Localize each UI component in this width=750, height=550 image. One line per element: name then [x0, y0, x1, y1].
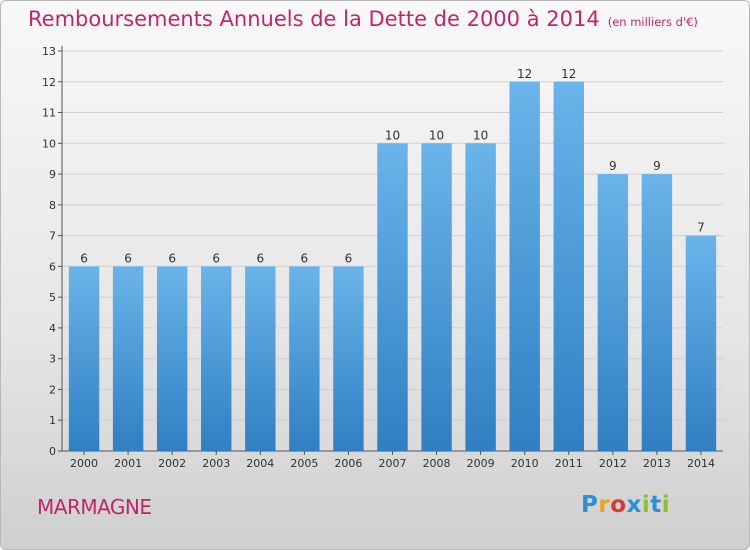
bar-value-label: 12	[517, 67, 532, 81]
x-tick-label: 2002	[158, 457, 186, 470]
y-tick-label: 5	[49, 291, 56, 304]
x-tick-label: 2011	[555, 457, 583, 470]
bar-value-label: 9	[609, 159, 617, 173]
bar-value-label: 10	[473, 128, 488, 142]
bar-value-label: 10	[429, 128, 444, 142]
y-tick-label: 4	[49, 322, 56, 335]
x-tick-label: 2009	[467, 457, 495, 470]
x-tick-label: 2004	[246, 457, 274, 470]
logo-letter: P	[581, 492, 599, 518]
bar	[68, 266, 100, 451]
logo-letter: x	[626, 492, 642, 518]
y-tick-label: 11	[42, 107, 56, 120]
commune-name: MARMAGNE	[37, 495, 152, 519]
x-tick-label: 2007	[379, 457, 407, 470]
y-tick-label: 12	[42, 76, 56, 89]
bar-value-label: 6	[124, 251, 132, 265]
bar-value-label: 9	[653, 159, 661, 173]
logo-letter: o	[610, 492, 627, 518]
y-tick-label: 7	[49, 230, 56, 243]
bar	[156, 266, 188, 451]
unit-label: (en milliers d'€)	[607, 15, 698, 29]
y-tick-label: 6	[49, 260, 56, 273]
x-tick-label: 2006	[334, 457, 362, 470]
y-tick-label: 10	[42, 137, 56, 150]
bar	[553, 81, 584, 452]
x-tick-label: 2003	[202, 457, 230, 470]
bar	[201, 266, 232, 451]
bar	[289, 266, 320, 451]
bar-value-label: 10	[385, 128, 400, 142]
logo-letter: t	[650, 492, 662, 518]
bar	[421, 143, 452, 452]
x-tick-label: 2012	[599, 457, 627, 470]
bar-value-label: 12	[561, 67, 576, 81]
bar	[597, 174, 629, 452]
bar-value-label: 6	[345, 251, 353, 265]
x-tick-label: 2001	[114, 457, 142, 470]
bar	[333, 266, 364, 451]
bar-value-label: 6	[301, 251, 309, 265]
x-tick-label: 2014	[687, 457, 715, 470]
bar-value-label: 6	[256, 251, 264, 265]
y-tick-label: 9	[49, 168, 56, 181]
x-tick-label: 2008	[423, 457, 451, 470]
x-tick-label: 2013	[643, 457, 671, 470]
logo-letter: i	[661, 492, 671, 518]
bar	[245, 266, 276, 451]
x-tick-label: 2010	[511, 457, 539, 470]
x-tick-label: 2000	[70, 457, 98, 470]
bar-value-label: 6	[80, 251, 88, 265]
logo-letter: r	[598, 492, 611, 518]
bar-value-label: 6	[212, 251, 220, 265]
bar-value-label: 6	[168, 251, 176, 265]
bar-value-label: 7	[697, 221, 705, 235]
y-tick-label: 2	[49, 383, 56, 396]
y-tick-label: 1	[49, 414, 56, 427]
proxiti-logo: Proxiti	[581, 492, 670, 518]
bar	[112, 266, 144, 451]
y-tick-label: 3	[49, 353, 56, 366]
bar	[509, 81, 540, 452]
y-tick-label: 8	[49, 199, 56, 212]
y-tick-label: 0	[49, 445, 56, 458]
bar	[685, 235, 717, 451]
logo-letter: i	[641, 492, 651, 518]
chart-title: Remboursements Annuels de la Dette de 20…	[28, 7, 698, 31]
bar	[465, 143, 496, 452]
bar	[377, 143, 408, 452]
y-tick-label: 13	[42, 45, 56, 58]
x-tick-label: 2005	[290, 457, 318, 470]
bar	[641, 174, 673, 452]
title-text: Remboursements Annuels de la Dette de 20…	[28, 7, 600, 31]
